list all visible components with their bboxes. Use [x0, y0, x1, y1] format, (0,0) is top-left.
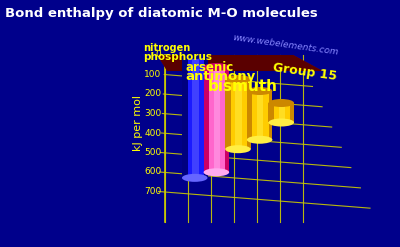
Ellipse shape	[268, 119, 294, 126]
Text: 600: 600	[144, 167, 161, 177]
Ellipse shape	[225, 75, 251, 83]
Text: 200: 200	[144, 89, 161, 99]
Text: bismuth: bismuth	[207, 79, 277, 94]
Polygon shape	[236, 79, 242, 149]
Text: antimony: antimony	[186, 70, 256, 83]
Text: 0: 0	[156, 50, 161, 60]
Ellipse shape	[182, 51, 208, 59]
Polygon shape	[204, 55, 208, 178]
Ellipse shape	[268, 99, 294, 107]
Text: Group 15: Group 15	[272, 61, 338, 83]
Polygon shape	[225, 79, 231, 149]
Text: Bond enthalpy of diatomic M-O molecules: Bond enthalpy of diatomic M-O molecules	[5, 7, 318, 20]
Text: nitrogen: nitrogen	[144, 43, 191, 53]
Text: phosphorus: phosphorus	[144, 52, 212, 62]
Polygon shape	[268, 91, 272, 140]
Polygon shape	[225, 79, 251, 149]
Polygon shape	[204, 67, 229, 172]
Ellipse shape	[247, 87, 272, 95]
Ellipse shape	[225, 145, 251, 153]
Text: 400: 400	[144, 128, 161, 138]
Polygon shape	[290, 103, 294, 123]
Polygon shape	[247, 91, 252, 140]
Polygon shape	[157, 55, 322, 71]
Text: arsenic: arsenic	[186, 61, 234, 74]
Text: 100: 100	[144, 70, 161, 79]
Polygon shape	[225, 67, 229, 172]
Polygon shape	[182, 55, 188, 178]
Ellipse shape	[204, 63, 229, 71]
Text: 300: 300	[144, 109, 161, 118]
Ellipse shape	[204, 168, 229, 176]
Ellipse shape	[182, 174, 208, 182]
Polygon shape	[182, 55, 208, 178]
Text: kJ per mol: kJ per mol	[133, 95, 143, 151]
Polygon shape	[157, 55, 322, 71]
Polygon shape	[279, 103, 285, 123]
Polygon shape	[247, 91, 272, 140]
Text: www.webelements.com: www.webelements.com	[232, 33, 339, 57]
Polygon shape	[192, 55, 198, 178]
Polygon shape	[204, 67, 209, 172]
Polygon shape	[268, 103, 274, 123]
Polygon shape	[268, 103, 294, 123]
Polygon shape	[257, 91, 264, 140]
Ellipse shape	[247, 136, 272, 144]
Polygon shape	[247, 79, 251, 149]
Polygon shape	[214, 67, 220, 172]
Text: 700: 700	[144, 187, 161, 196]
Text: 500: 500	[144, 148, 161, 157]
